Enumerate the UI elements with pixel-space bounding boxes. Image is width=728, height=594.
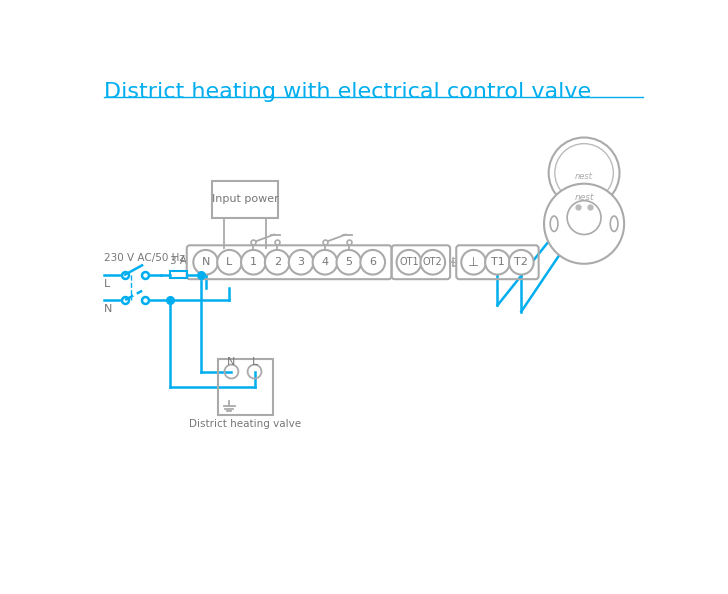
Text: 3 A: 3 A — [170, 256, 187, 266]
Text: T1: T1 — [491, 257, 505, 267]
Text: 230 V AC/50 Hz: 230 V AC/50 Hz — [104, 252, 185, 263]
Text: nest: nest — [575, 172, 593, 181]
Text: District heating with electrical control valve: District heating with electrical control… — [103, 82, 590, 102]
Text: 3: 3 — [298, 257, 304, 267]
Circle shape — [265, 250, 290, 274]
Circle shape — [544, 184, 624, 264]
Circle shape — [336, 250, 361, 274]
Text: 6: 6 — [369, 257, 376, 267]
Circle shape — [360, 250, 385, 274]
Text: 4: 4 — [322, 257, 328, 267]
Circle shape — [194, 250, 218, 274]
Text: 1: 1 — [250, 257, 257, 267]
Text: District heating valve: District heating valve — [189, 419, 301, 429]
Text: N: N — [227, 358, 236, 367]
Circle shape — [421, 250, 445, 274]
Text: ⊥: ⊥ — [468, 256, 479, 268]
Text: L: L — [251, 358, 258, 367]
Text: OT1: OT1 — [399, 257, 419, 267]
Circle shape — [397, 250, 422, 274]
Circle shape — [462, 250, 486, 274]
Circle shape — [549, 137, 620, 208]
Circle shape — [289, 250, 314, 274]
Text: N: N — [202, 257, 210, 267]
Text: Input power: Input power — [212, 194, 278, 204]
Text: nest: nest — [574, 193, 594, 202]
Circle shape — [217, 250, 242, 274]
Text: T2: T2 — [515, 257, 529, 267]
Text: L: L — [104, 279, 111, 289]
Text: 5: 5 — [345, 257, 352, 267]
Text: 12 V: 12 V — [570, 214, 598, 228]
Circle shape — [485, 250, 510, 274]
Text: N: N — [104, 304, 113, 314]
Text: 2: 2 — [274, 257, 281, 267]
Circle shape — [241, 250, 266, 274]
Text: OT2: OT2 — [423, 257, 443, 267]
Circle shape — [312, 250, 337, 274]
Text: L: L — [226, 257, 233, 267]
Circle shape — [509, 250, 534, 274]
